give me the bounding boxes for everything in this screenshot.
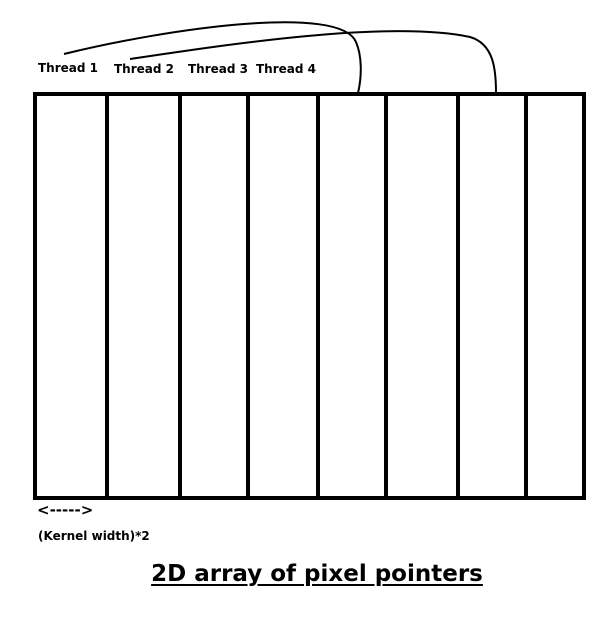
thread-1-connector [64, 22, 361, 93]
caption-container: 2D array of pixel pointers [0, 560, 614, 588]
thread-3-label: Thread 3 [188, 62, 248, 76]
array-outline [35, 94, 584, 498]
diagram-caption: 2D array of pixel pointers [151, 560, 483, 588]
thread-2-label: Thread 2 [114, 62, 174, 76]
kernel-width-label: (Kernel width)*2 [38, 529, 150, 543]
thread-4-label: Thread 4 [256, 62, 316, 76]
thread-1-label: Thread 1 [38, 61, 98, 75]
kernel-width-arrow: <-----> [37, 501, 93, 519]
